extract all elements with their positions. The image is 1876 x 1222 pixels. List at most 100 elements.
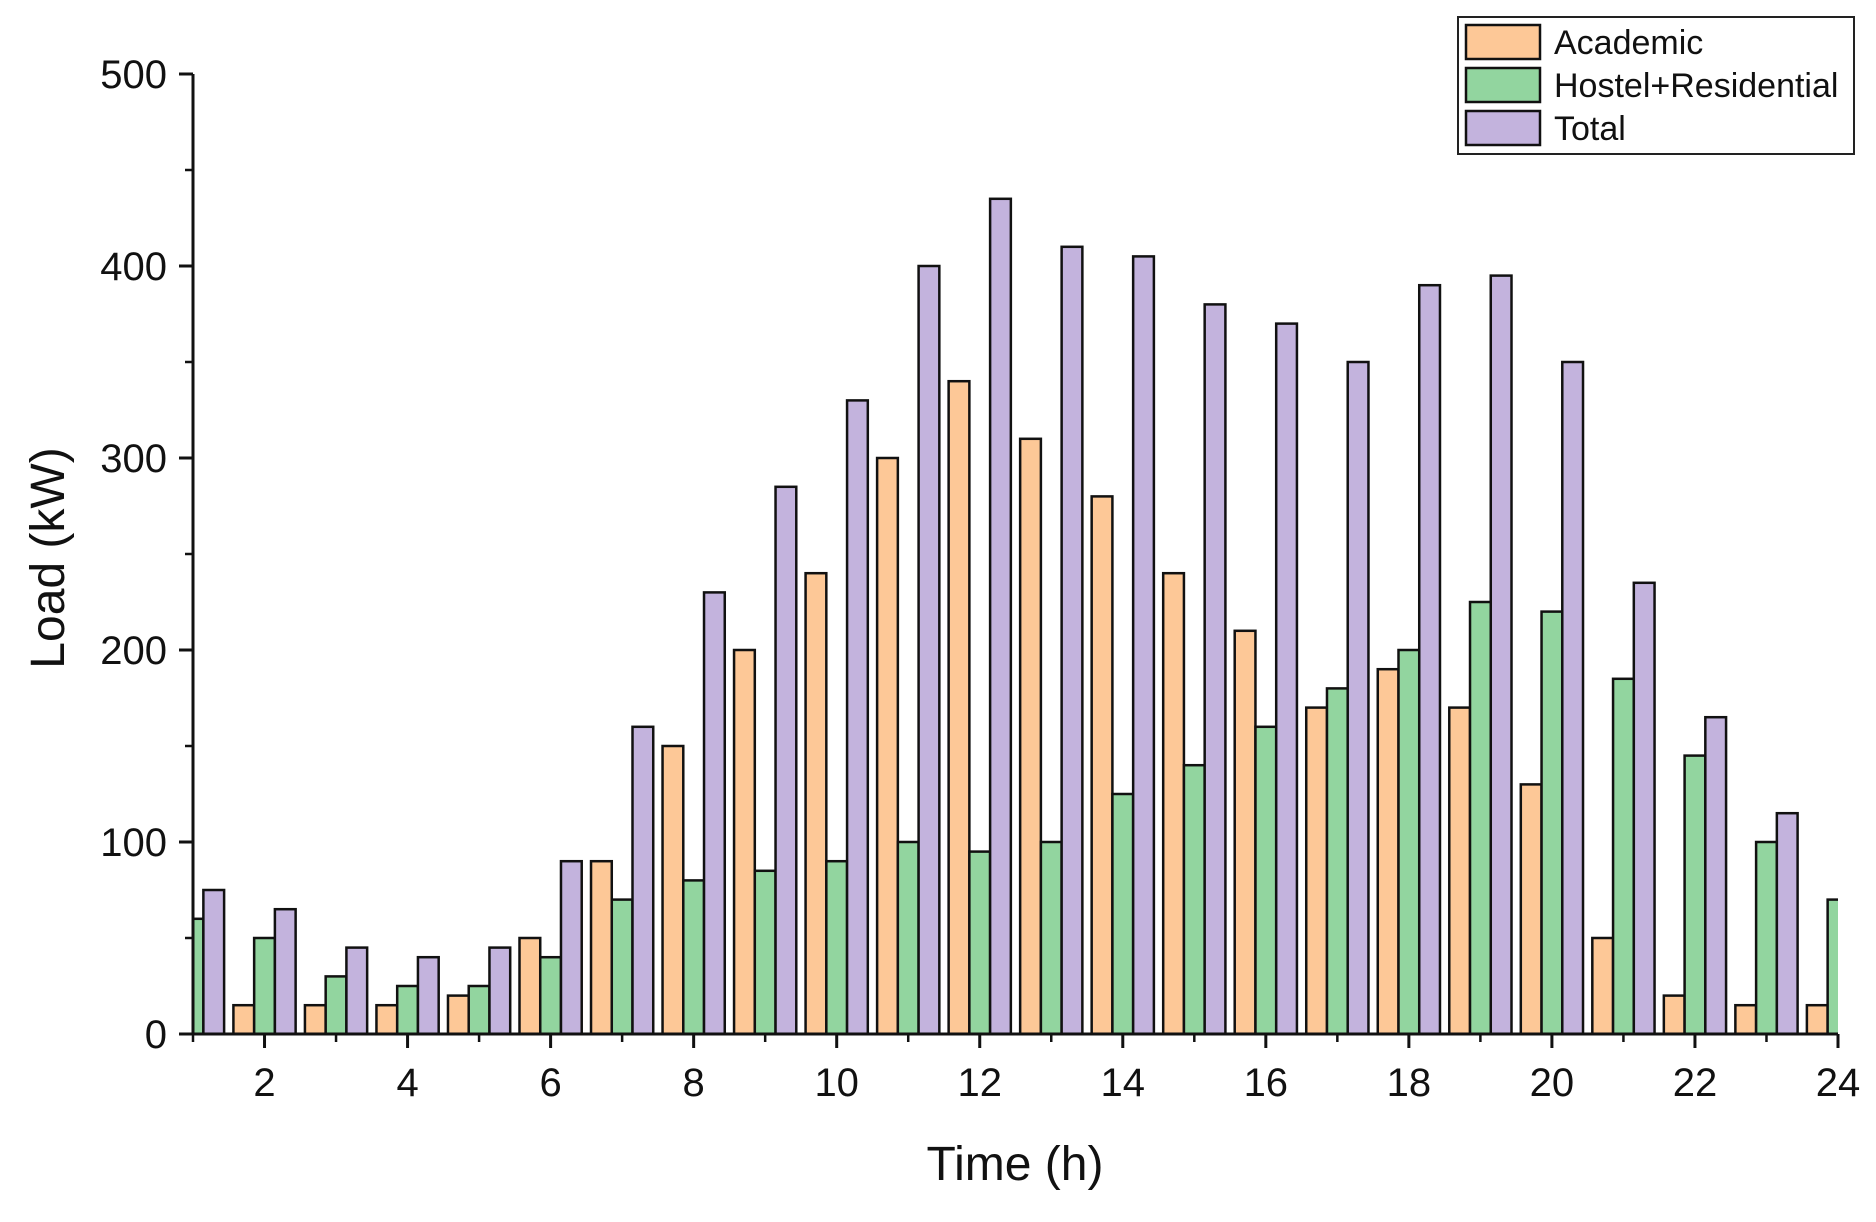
y-tick-label-0: 0	[145, 1013, 167, 1057]
bar-total-h8	[702, 591, 727, 1034]
x-tick-label-12: 12	[957, 1061, 1002, 1105]
bar-academic-h18	[1376, 667, 1400, 1034]
bar-hostel-residential-h3	[324, 975, 348, 1034]
bar-hostel-residential-h6	[538, 955, 563, 1034]
x-tick-label-10: 10	[814, 1061, 859, 1105]
x-tick-label-20: 20	[1530, 1061, 1575, 1105]
bar-academic-h5	[446, 994, 470, 1034]
bar-hostel-residential-h19	[1468, 600, 1493, 1034]
legend-swatch-hostel-residential	[1464, 66, 1542, 104]
bar-hostel-residential-h16	[1254, 725, 1278, 1034]
bar-total-h4	[416, 955, 440, 1034]
bar-academic-h12	[947, 379, 971, 1034]
bars-layer	[193, 197, 1869, 1034]
x-tick-label-6: 6	[539, 1061, 561, 1105]
legend-label-total: Total	[1554, 110, 1626, 148]
bar-academic-h7	[589, 859, 614, 1034]
legend-label-academic: Academic	[1554, 24, 1703, 62]
bar-academic-h15	[1161, 571, 1186, 1034]
bar-hostel-residential-h8	[682, 879, 706, 1034]
bar-total-h1	[202, 888, 226, 1034]
bar-total-h6	[559, 859, 583, 1034]
legend: Academic Hostel+Residential Total	[1457, 16, 1855, 155]
x-tick-label-16: 16	[1244, 1061, 1289, 1105]
bar-hostel-residential-h4	[395, 984, 420, 1034]
x-tick-label-14: 14	[1101, 1061, 1146, 1105]
bar-hostel-residential-h17	[1325, 687, 1349, 1034]
y-axis-title: Load (kW)	[22, 447, 75, 668]
bar-total-h19	[1489, 274, 1513, 1034]
bar-total-h12	[988, 197, 1013, 1034]
bar-academic-h13	[1018, 437, 1043, 1034]
bar-academic-h8	[661, 744, 685, 1034]
bar-total-h18	[1417, 283, 1442, 1034]
x-tick-label-4: 4	[396, 1061, 418, 1105]
x-tick-label-8: 8	[683, 1061, 705, 1105]
bar-hostel-residential-h10	[825, 859, 849, 1034]
y-tick-label-400: 400	[100, 245, 167, 289]
bar-total-h7	[631, 725, 655, 1034]
bar-total-h3	[345, 946, 369, 1034]
bar-academic-h17	[1304, 706, 1329, 1034]
x-tick-label-2: 2	[253, 1061, 275, 1105]
bar-academic-h3	[303, 1003, 327, 1034]
bar-total-h20	[1561, 360, 1585, 1034]
bar-hostel-residential-h2	[252, 936, 277, 1034]
bar-academic-h19	[1448, 706, 1472, 1034]
x-axis-title: Time (h)	[927, 1138, 1104, 1191]
legend-swatch-academic	[1464, 23, 1542, 61]
bar-total-h23	[1775, 811, 1799, 1034]
bar-hostel-residential-h14	[1111, 792, 1135, 1034]
legend-swatch-total	[1464, 109, 1542, 147]
bar-academic-h2	[232, 1003, 256, 1034]
bar-hostel-residential-h18	[1397, 648, 1421, 1034]
bar-hostel-residential-h11	[896, 840, 920, 1034]
bar-total-h15	[1203, 303, 1227, 1034]
bar-hostel-residential-h13	[1039, 840, 1063, 1034]
bar-hostel-residential-h20	[1540, 610, 1564, 1034]
bar-total-h11	[917, 264, 941, 1034]
x-tick-label-24: 24	[1816, 1061, 1861, 1105]
bar-academic-h6	[518, 936, 542, 1034]
bar-academic-h11	[875, 456, 900, 1034]
bar-academic-h14	[1090, 495, 1114, 1034]
bar-total-h16	[1274, 322, 1299, 1034]
bar-total-h22	[1704, 715, 1728, 1034]
bar-total-h2	[273, 907, 297, 1034]
bar-total-h14	[1131, 255, 1156, 1034]
bar-total-h9	[774, 485, 798, 1034]
bar-academic-h10	[804, 571, 828, 1034]
bar-hostel-residential-h7	[610, 898, 634, 1034]
x-tick-label-22: 22	[1673, 1061, 1718, 1105]
y-tick-label-500: 500	[100, 53, 167, 97]
bar-academic-h22	[1662, 994, 1686, 1034]
bar-total-h21	[1632, 581, 1656, 1034]
y-tick-label-100: 100	[100, 821, 167, 865]
bar-total-h24	[1848, 871, 1869, 1034]
bar-academic-h16	[1233, 629, 1257, 1034]
bar-total-h13	[1060, 245, 1084, 1034]
bar-hostel-residential-h23	[1754, 840, 1779, 1034]
bar-total-h5	[488, 946, 512, 1034]
bar-academic-h24	[1805, 1003, 1829, 1034]
bar-hostel-residential-h21	[1611, 677, 1636, 1034]
bar-total-h17	[1346, 360, 1370, 1034]
bar-academic-h21	[1591, 936, 1615, 1034]
x-tick-label-18: 18	[1387, 1061, 1432, 1105]
y-tick-label-200: 200	[100, 629, 167, 673]
bar-hostel-residential-h9	[753, 869, 777, 1034]
bar-academic-h4	[375, 1003, 399, 1034]
bar-hostel-residential-h15	[1182, 763, 1206, 1034]
bar-hostel-residential-h12	[968, 850, 992, 1034]
bar-hostel-residential-h24	[1826, 898, 1838, 1034]
bar-total-h10	[845, 399, 870, 1034]
y-tick-label-300: 300	[100, 437, 167, 481]
bar-academic-h9	[732, 648, 757, 1034]
bar-hostel-residential-h22	[1683, 754, 1707, 1034]
bar-hostel-residential-h5	[467, 984, 491, 1034]
legend-label-hostel-residential: Hostel+Residential	[1554, 67, 1838, 105]
bar-academic-h23	[1734, 1003, 1758, 1034]
